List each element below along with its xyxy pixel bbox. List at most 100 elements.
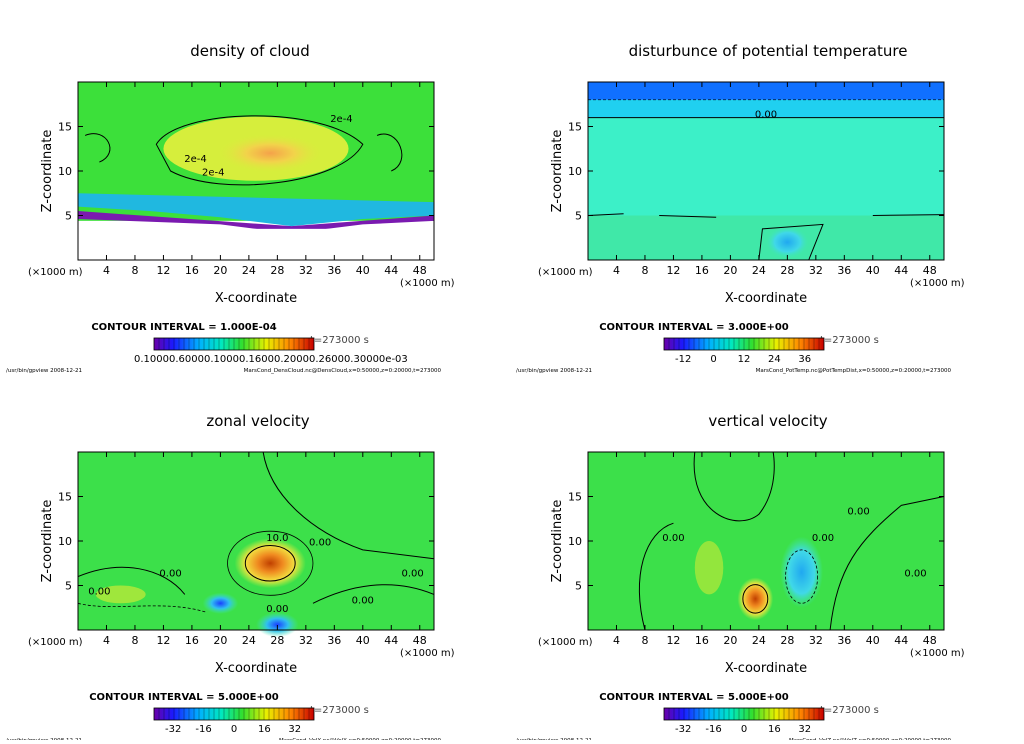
z-unit-label: (×1000 m) [28, 267, 83, 278]
x-tick-label: 24 [752, 634, 766, 647]
x-unit-label: (×1000 m) [910, 278, 965, 289]
time-label: t=273000 s [310, 335, 369, 346]
time-label: t=273000 s [310, 705, 369, 716]
colorbar-tick-label: 16 [768, 724, 781, 735]
colorbar-tick-labels: 0.10000.60000.10000.16000.20000.26000.30… [134, 354, 408, 365]
contour-line [758, 223, 824, 261]
x-tick-label: 28 [270, 634, 284, 647]
x-tick-label: 16 [695, 264, 709, 277]
x-tick-label: 32 [299, 264, 313, 277]
contour-label: 0.00 [309, 537, 331, 548]
chart-title: zonal velocity [206, 412, 309, 430]
upper-layer [588, 82, 944, 100]
chart-panel-3: zonal velocity 10.0 0.00 0.00 0.00 0.00 0.00 0.… [6, 412, 455, 744]
y-tick-label: 5 [65, 580, 72, 593]
contour-line [638, 522, 674, 631]
x-axis-label: X-coordinate [215, 661, 297, 676]
x-tick-label: 8 [641, 264, 648, 277]
contour-interval: CONTOUR INTERVAL = 3.000E+00 [599, 322, 789, 333]
y-tick-label: 15 [568, 121, 582, 134]
x-tick-label: 40 [356, 634, 370, 647]
x-tick-label: 24 [242, 264, 256, 277]
contour-label: 2e-4 [330, 114, 353, 125]
x-tick-label: 12 [156, 264, 170, 277]
x-tick-label: 40 [866, 264, 880, 277]
y-tick-label: 5 [575, 210, 582, 223]
contour-line [693, 451, 775, 522]
time-label: t=273000 s [820, 335, 879, 346]
x-tick-label: 44 [894, 634, 908, 647]
x-tick-label: 48 [413, 264, 427, 277]
z-unit-label: (×1000 m) [538, 267, 593, 278]
x-tick-label: 24 [242, 634, 256, 647]
y-tick-label: 15 [58, 121, 72, 134]
contour-label: 10.0 [266, 533, 288, 544]
contour-label: 0.00 [755, 110, 777, 121]
contour-line [155, 115, 364, 186]
colorbar-tick-label: 16 [258, 724, 271, 735]
contour-interval: CONTOUR INTERVAL = 1.000E-04 [91, 322, 276, 333]
colorbar-tick-label: 36 [798, 354, 811, 365]
x-tick-label: 40 [866, 634, 880, 647]
x-tick-label: 28 [780, 634, 794, 647]
contour-line [84, 133, 111, 163]
x-tick-label: 32 [809, 634, 823, 647]
x-tick-label: 36 [837, 634, 851, 647]
z-unit-label: (×1000 m) [28, 637, 83, 648]
colorbar-tick-label: -32 [675, 724, 691, 735]
x-tick-label: 4 [103, 634, 110, 647]
x-axis-label: X-coordinate [725, 291, 807, 306]
z-unit-label: (×1000 m) [538, 637, 593, 648]
x-tick-label: 32 [299, 634, 313, 647]
colorbar-tick-label: 0 [231, 724, 237, 735]
x-tick-label: 12 [666, 634, 680, 647]
colorbar-tick-label: -16 [705, 724, 721, 735]
contour-line [376, 133, 403, 172]
chart-title: density of cloud [190, 42, 310, 60]
positive-region [95, 585, 146, 604]
x-tick-label: 40 [356, 264, 370, 277]
y-axis-label: Z-coordinate [40, 500, 55, 583]
x-tick-label: 4 [613, 634, 620, 647]
x-tick-label: 12 [156, 634, 170, 647]
contour-interval: CONTOUR INTERVAL = 5.000E+00 [599, 692, 789, 703]
colorbar-tick-label: -12 [675, 354, 691, 365]
y-tick-label: 10 [58, 165, 72, 178]
lower-layer [588, 215, 944, 260]
contour-line [742, 584, 769, 614]
footer-right: MarsCond_PotTemp.nc@PotTempDist,x=0:5000… [756, 368, 952, 374]
x-tick-label: 44 [894, 264, 908, 277]
x-tick-label: 48 [413, 634, 427, 647]
time-label: t=273000 s [820, 705, 879, 716]
x-unit-label: (×1000 m) [400, 648, 455, 659]
x-unit-label: (×1000 m) [910, 648, 965, 659]
y-tick-label: 10 [568, 535, 582, 548]
x-tick-label: 20 [723, 264, 737, 277]
colorbar-tick-label: 24 [768, 354, 781, 365]
cloud-base-edge [78, 211, 434, 234]
contour-label: 2e-4 [184, 154, 207, 165]
x-tick-label: 44 [384, 264, 398, 277]
chart-title: vertical velocity [708, 412, 827, 430]
x-tick-label: 8 [131, 634, 138, 647]
footer-left: /usr/bin/gpview 2008-12-21 [6, 368, 82, 374]
contour-line [785, 549, 819, 604]
colorbar-tick-label: 32 [288, 724, 301, 735]
contour-label: 0.00 [812, 533, 834, 544]
colorbar-tick-label: -32 [165, 724, 181, 735]
colorbar-tick-label: -16 [195, 724, 211, 735]
x-tick-label: 36 [327, 634, 341, 647]
footer-right: MarsCond_DensCloud.nc@DensCloud,x=0:5000… [244, 368, 442, 374]
y-tick-label: 10 [58, 535, 72, 548]
y-axis-label: Z-coordinate [550, 500, 565, 583]
y-axis-label: Z-coordinate [550, 130, 565, 213]
y-tick-label: 15 [568, 491, 582, 504]
x-axis-label: X-coordinate [215, 291, 297, 306]
contour-line [77, 602, 207, 613]
colorbar-tick-label: 32 [798, 724, 811, 735]
chart-title: disturbunce of potential temperature [629, 42, 908, 60]
x-tick-label: 20 [213, 634, 227, 647]
